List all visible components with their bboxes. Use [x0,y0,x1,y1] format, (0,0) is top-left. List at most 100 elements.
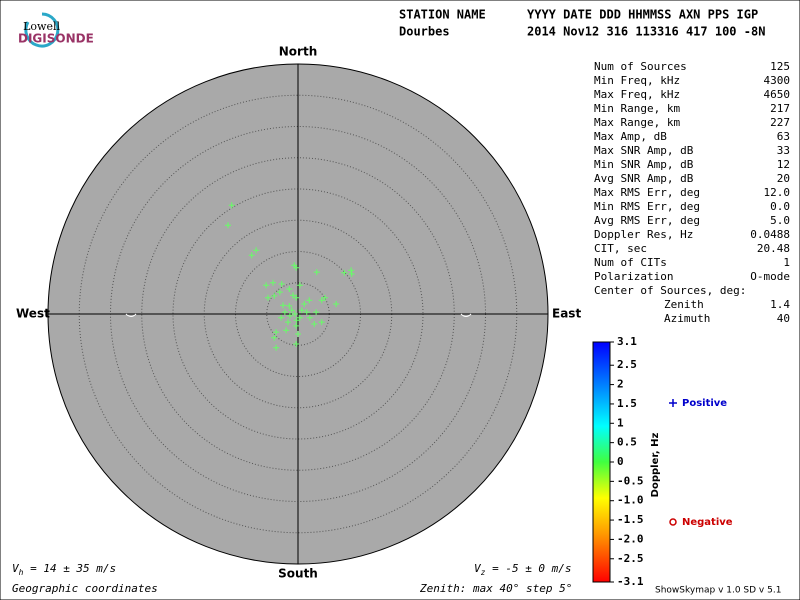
stat-value: 5.0 [770,214,790,227]
stat-value: 63 [777,130,790,143]
center-label: Zenith [664,298,704,311]
source-positive [290,292,296,299]
colorbar-tick-label: 2 [617,378,624,391]
source-positive [248,252,255,259]
stat-label: Min SNR Amp, dB [594,158,694,171]
source-positive [278,314,285,321]
source-positive [283,327,290,334]
stat-value: 20 [777,172,790,185]
horizon-marks [125,313,472,317]
vz: Vz = -5 ± 0 m/s [474,562,572,577]
source-positive [348,267,355,274]
legend-marker [669,518,677,526]
stat-label: Avg RMS Err, deg [594,214,700,227]
source-positive [301,301,308,307]
header-label: STATION NAME [399,8,486,22]
stat-label: Min Freq, kHz [594,74,680,87]
colorbar-tick-label: -1.5 [617,513,644,526]
stat-label: Avg SNR Amp, dB [594,172,694,185]
coords: Geographic coordinates [12,582,158,595]
source-positive [286,302,293,309]
logo-top: Lowell [23,20,60,33]
stat-value: 227 [770,116,790,129]
zenith-note: Zenith: max 40° step 5° [419,582,572,595]
source-positive [318,297,325,304]
source-positive [276,289,283,296]
source-positive [291,311,298,317]
source-positive [281,309,288,316]
source-positive [311,321,318,327]
source-positive [313,269,320,276]
colorbar-tick-label: 0 [617,455,624,468]
source-positive [286,312,293,319]
stat-label: CIT, sec [594,242,647,255]
source-positive [278,281,285,287]
legend-label: Positive [682,398,727,409]
colorbar-tick-label: -2.5 [617,552,644,565]
stat-label: Max RMS Err, deg [594,186,700,199]
stat-value: 217 [770,102,790,115]
center-value: 1.4 [770,298,790,311]
legend-label: Negative [682,517,733,528]
source-positive [273,344,280,351]
stat-value: 0.0 [770,200,790,213]
source-positive [270,279,276,286]
header-columns: YYYY DATE DDD HHMMSS AXN PPS IGP [527,8,758,22]
stat-label: Max Range, km [594,116,680,129]
station-name: Dourbes [399,25,450,39]
center-title: Center of Sources, deg: [594,284,746,297]
source-positive [253,247,260,254]
stat-value: O-mode [750,270,790,283]
stat-label: Max Amp, dB [594,130,667,143]
stat-label: Num of CITs [594,256,667,269]
source-positive [341,269,348,276]
colorbar-tick-label: 2.5 [617,358,637,371]
source-positive [293,322,300,329]
stat-label: Min RMS Err, deg [594,200,700,213]
colorbar-label: Doppler, Hz [650,433,661,498]
stat-value: 20.48 [757,242,790,255]
legend-marker [669,399,677,407]
center-value: 40 [777,312,790,325]
source-positive [306,297,313,304]
vh: Vh = 14 ± 35 m/s [12,562,116,577]
logo-bottom: DIGISONDE [18,32,94,46]
source-positive [306,314,313,321]
source-positive [298,307,305,314]
source-positive [296,314,303,321]
source-positive [273,329,280,336]
source-positive [303,309,310,316]
stat-value: 125 [770,60,790,73]
source-positive [280,302,286,309]
stat-value: 12 [777,158,790,171]
source-positive [293,317,300,324]
source-positive [263,282,270,289]
source-positive [225,222,231,229]
stat-value: 4300 [764,74,791,87]
source-positive [286,286,293,292]
source-positive [321,294,328,301]
south: South [278,567,318,581]
colorbar-tick-label: 1 [617,416,624,429]
east: East [552,307,581,321]
colorbar-tick-label: -0.5 [617,474,644,487]
version: ShowSkymap v 1.0 SD v 5.1 [655,586,781,596]
stat-label: Doppler Res, Hz [594,228,693,241]
colorbar-tick-label: -3.1 [617,575,644,588]
source-positive [318,319,325,326]
colorbar-tick-label: 1.5 [617,397,637,410]
source-positive [271,292,278,299]
stat-value: 33 [777,144,790,157]
source-positive [228,202,235,209]
colorbar [592,341,611,583]
stat-value: 4650 [764,88,791,101]
source-positive [271,334,278,341]
west: West [16,307,50,321]
colorbar-tick-label: -2.0 [617,532,644,545]
stat-label: Num of Sources [594,60,687,73]
stat-value: 0.0488 [750,228,790,241]
north: North [279,45,317,59]
source-positive [333,301,340,307]
colorbar-tick-label: 0.5 [617,436,637,449]
